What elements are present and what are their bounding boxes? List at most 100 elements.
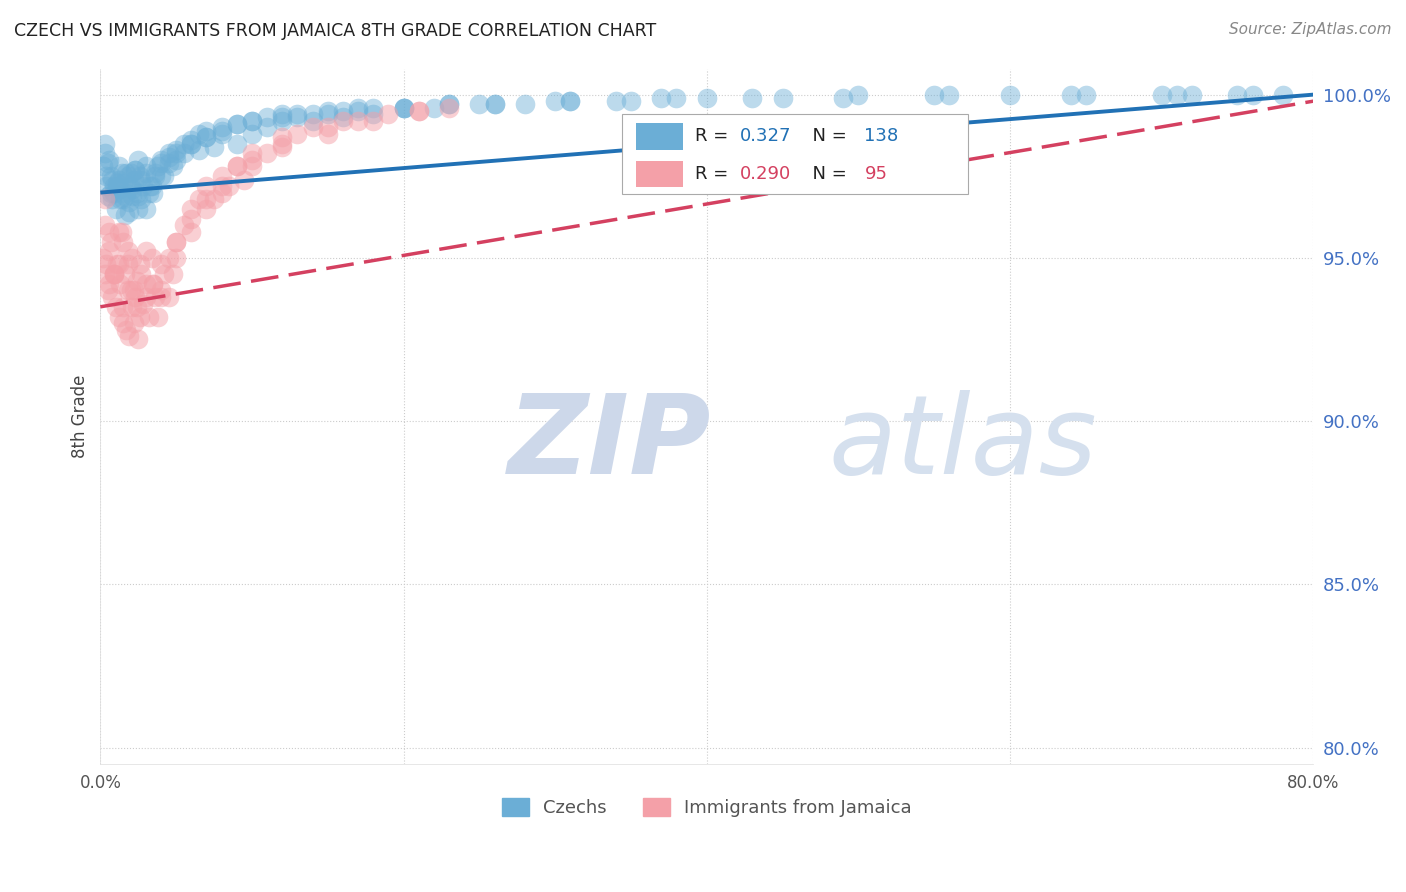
Point <box>114 267 136 281</box>
Point <box>195 192 218 206</box>
Point <box>115 186 138 200</box>
Point <box>195 130 218 145</box>
Point <box>128 257 150 271</box>
Point <box>240 153 263 167</box>
Point <box>187 192 209 206</box>
Point <box>96 257 118 271</box>
Point <box>114 208 136 222</box>
Point <box>605 94 627 108</box>
Point <box>377 107 399 121</box>
Point <box>94 136 117 151</box>
Point <box>180 211 202 226</box>
Point <box>104 202 127 216</box>
Point <box>437 101 460 115</box>
Point <box>484 97 506 112</box>
Point <box>157 146 180 161</box>
Point <box>301 113 323 128</box>
Legend: Czechs, Immigrants from Jamaica: Czechs, Immigrants from Jamaica <box>495 790 920 824</box>
Point <box>392 101 415 115</box>
Point <box>141 251 163 265</box>
Point <box>202 192 225 206</box>
Point <box>1271 87 1294 102</box>
Point <box>108 277 131 291</box>
Point <box>316 127 339 141</box>
Point <box>118 205 141 219</box>
Point <box>256 111 278 125</box>
Point <box>117 284 139 298</box>
Point <box>1241 87 1264 102</box>
Point <box>135 244 157 259</box>
Text: ZIP: ZIP <box>508 391 711 498</box>
Point <box>468 97 491 112</box>
Point <box>157 251 180 265</box>
Point <box>107 257 129 271</box>
Point <box>392 101 415 115</box>
Point <box>180 136 202 151</box>
Point <box>150 284 173 298</box>
Point <box>124 290 146 304</box>
Y-axis label: 8th Grade: 8th Grade <box>72 375 89 458</box>
Point <box>173 146 195 161</box>
Text: 138: 138 <box>865 127 898 145</box>
Point <box>142 277 165 291</box>
Point <box>1226 87 1249 102</box>
Point <box>218 179 240 194</box>
Point <box>423 101 446 115</box>
Point <box>211 169 233 184</box>
Point <box>107 310 129 324</box>
Point <box>97 189 120 203</box>
Point <box>287 127 309 141</box>
Point <box>256 146 278 161</box>
Point <box>121 251 143 265</box>
Point <box>271 140 294 154</box>
Point <box>105 176 128 190</box>
Point <box>103 179 125 194</box>
Point <box>848 87 870 102</box>
Point <box>240 146 263 161</box>
Point <box>225 117 247 131</box>
Point <box>122 172 145 186</box>
Point <box>195 202 218 216</box>
Point <box>129 267 152 281</box>
Point <box>98 225 121 239</box>
Point <box>301 120 323 135</box>
Point <box>129 172 152 186</box>
Point <box>1074 87 1097 102</box>
Point <box>437 97 460 112</box>
Point <box>98 244 121 259</box>
Point <box>347 103 370 118</box>
Point <box>271 107 294 121</box>
Point <box>107 225 129 239</box>
Text: Source: ZipAtlas.com: Source: ZipAtlas.com <box>1229 22 1392 37</box>
Point <box>211 179 233 194</box>
Point <box>115 166 138 180</box>
Point <box>153 267 176 281</box>
Point <box>1150 87 1173 102</box>
Point <box>132 296 155 310</box>
Point <box>98 153 121 167</box>
Point <box>225 160 247 174</box>
Point <box>240 127 263 141</box>
Point <box>165 143 187 157</box>
Point <box>115 323 138 337</box>
Point <box>100 169 122 184</box>
Point <box>135 290 157 304</box>
Point <box>361 101 384 115</box>
Point <box>650 91 672 105</box>
Point <box>114 189 136 203</box>
Point <box>560 94 582 108</box>
Point <box>211 186 233 200</box>
Point <box>287 111 309 125</box>
Text: R =: R = <box>695 165 734 183</box>
Point <box>225 136 247 151</box>
Point <box>211 120 233 135</box>
Bar <box>621 113 967 194</box>
Point <box>316 107 339 121</box>
Point <box>143 166 166 180</box>
Point <box>150 290 173 304</box>
Point <box>772 91 794 105</box>
Point <box>128 310 150 324</box>
Bar <box>637 123 682 150</box>
Point <box>146 310 169 324</box>
Point <box>361 113 384 128</box>
